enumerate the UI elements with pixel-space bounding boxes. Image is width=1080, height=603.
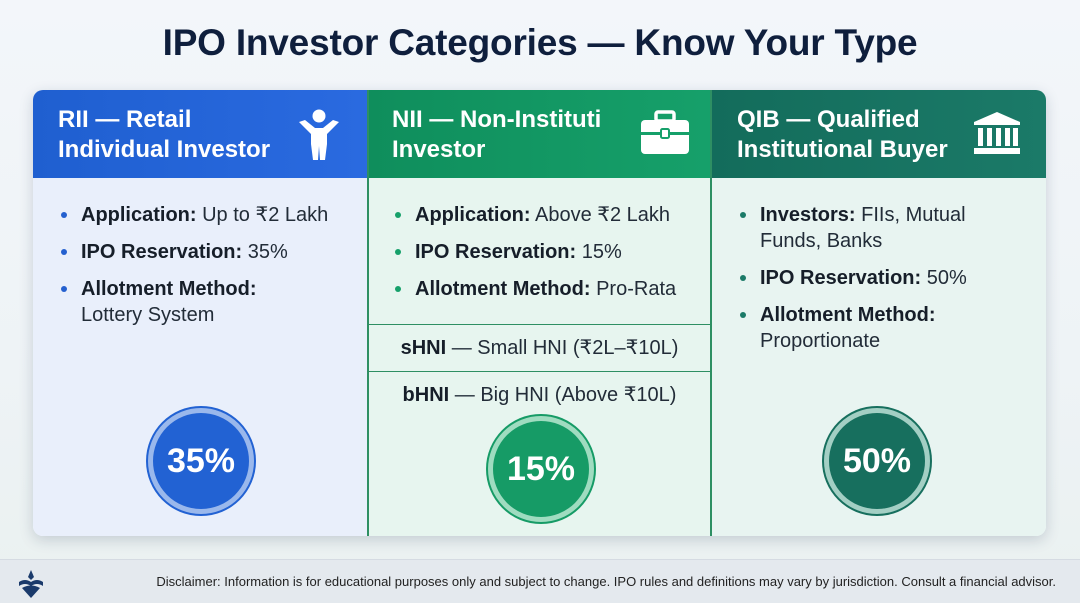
list-item: Allotment Method: Pro-Rata — [393, 276, 683, 302]
person-icon — [299, 109, 339, 160]
nii-reservation-badge: 15% — [488, 416, 594, 522]
bank-building-icon — [974, 112, 1020, 154]
list-item: Allotment Method: Lottery System — [59, 276, 349, 328]
list-item: IPO Reservation: 15% — [393, 239, 683, 265]
qib-header-title: QIB — Qualified Institutional Buyer — [737, 106, 948, 163]
list-item: IPO Reservation: 35% — [59, 239, 349, 265]
list-item: Allotment Method: Proportionate — [738, 302, 1028, 354]
footer: Disclaimer: Information is for education… — [0, 559, 1080, 603]
list-item: Application: Above ₹2 Lakh — [393, 202, 683, 228]
briefcase-icon — [641, 110, 689, 154]
qib-column: QIB — Qualified Institutional Buyer Inve… — [712, 90, 1046, 536]
list-item: Investors: FIIs, Mutual Funds, Banks — [738, 202, 1028, 254]
shni-subcategory: sHNI — Small HNI (₹2L–₹10L) — [369, 324, 710, 371]
disclaimer-text: Disclaimer: Information is for education… — [156, 574, 1056, 589]
qib-reservation-badge: 50% — [824, 408, 930, 514]
nii-header-title: NII — Non-Instituti Investor — [392, 106, 602, 163]
qib-details-list: Investors: FIIs, Mutual Funds, Banks IPO… — [738, 202, 1028, 365]
nii-column: NII — Non-Instituti Investor Application… — [367, 90, 712, 536]
rii-header-title: RII — Retail Individual Investor — [58, 106, 271, 163]
list-item: IPO Reservation: 50% — [738, 265, 1028, 291]
rii-reservation-badge: 35% — [148, 408, 254, 514]
rii-header: RII — Retail Individual Investor — [33, 90, 367, 178]
nii-details-list: Application: Above ₹2 Lakh IPO Reservati… — [393, 202, 683, 313]
categories-panel: RII — Retail Individual Investor Applica… — [33, 90, 1046, 536]
page-title: IPO Investor Categories — Know Your Type — [162, 22, 918, 63]
brand-logo-icon — [19, 570, 43, 598]
nii-header: NII — Non-Instituti Investor — [369, 90, 710, 178]
list-item: Application: Up to ₹2 Lakh — [59, 202, 349, 228]
rii-details-list: Application: Up to ₹2 Lakh IPO Reservati… — [59, 202, 349, 339]
qib-header: QIB — Qualified Institutional Buyer — [712, 90, 1046, 178]
bhni-subcategory: bHNI — Big HNI (Above ₹10L) — [369, 371, 710, 418]
rii-column: RII — Retail Individual Investor Applica… — [33, 90, 367, 536]
